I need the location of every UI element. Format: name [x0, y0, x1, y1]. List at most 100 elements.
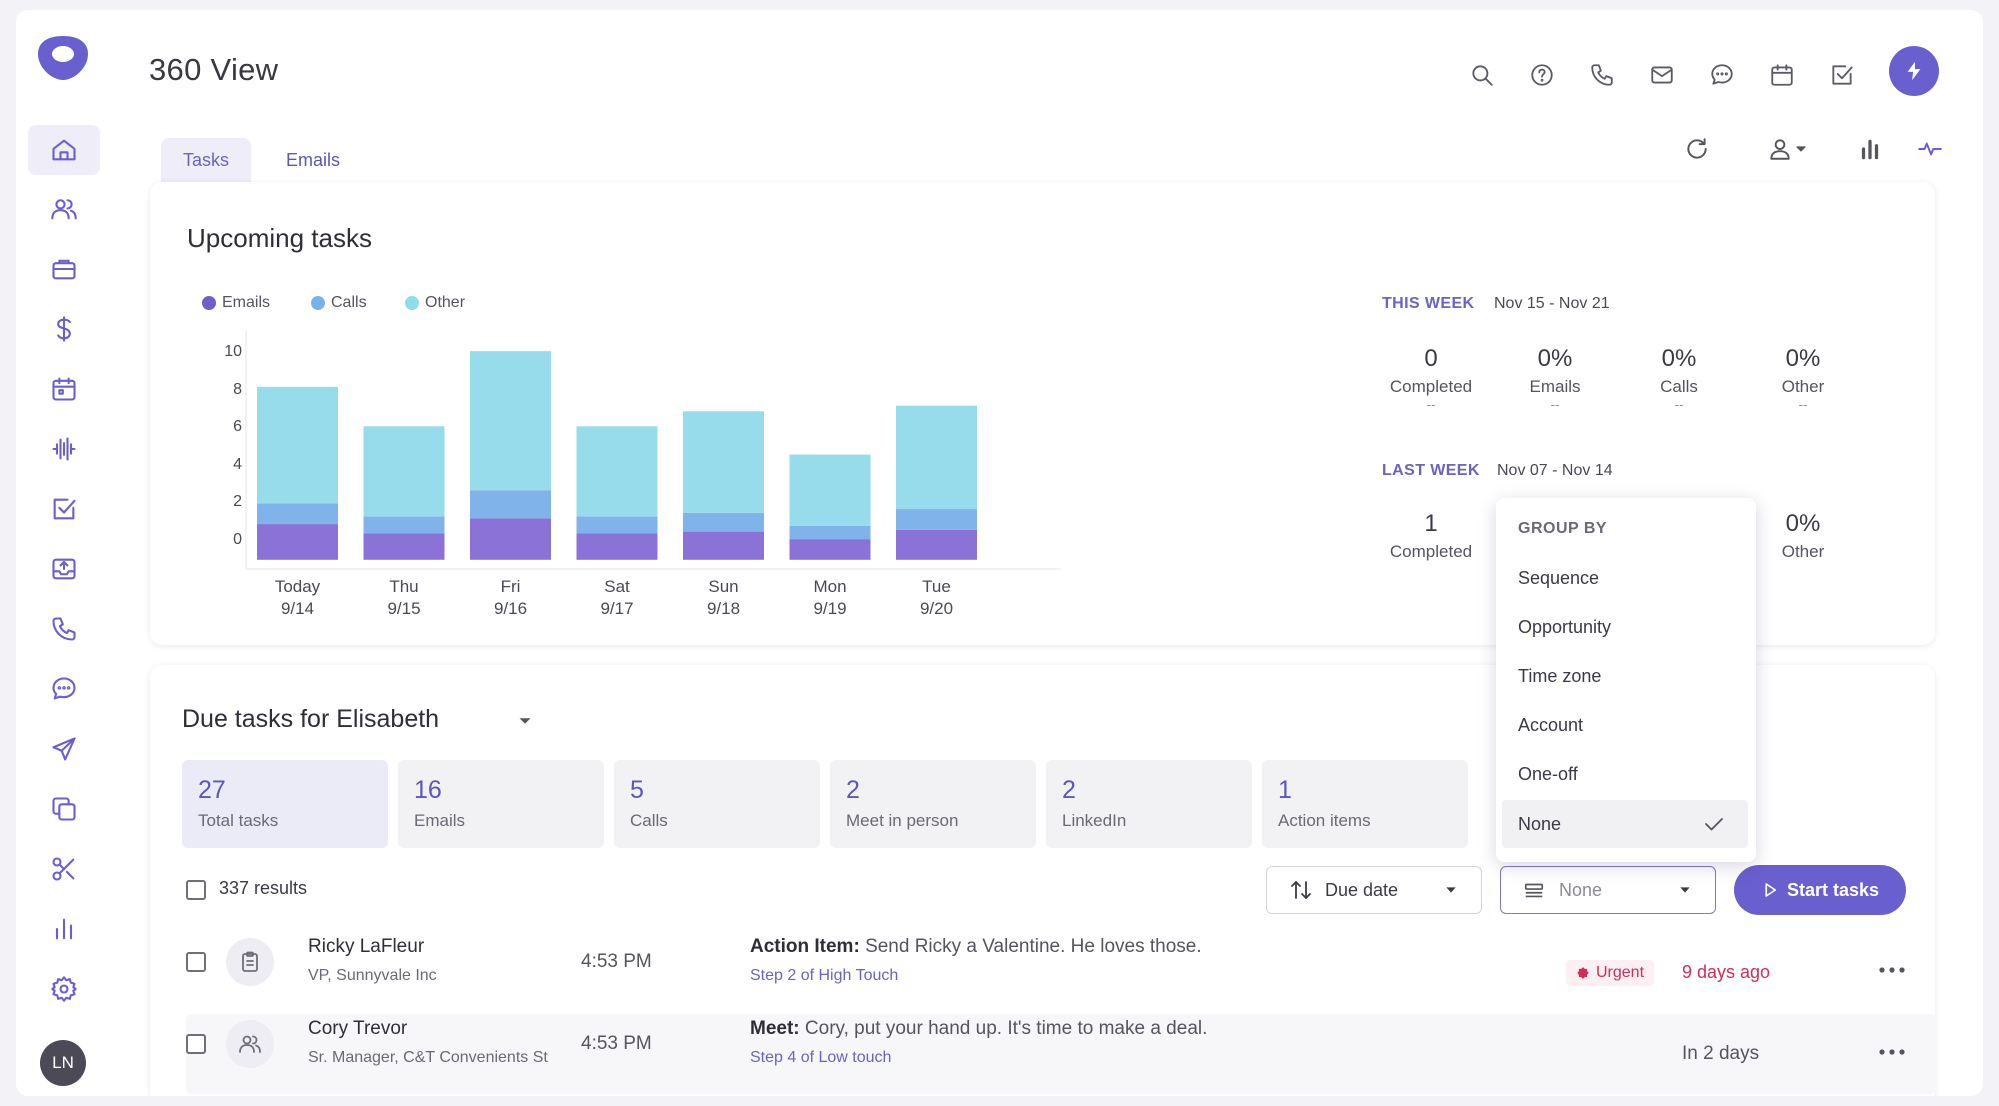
- bar-emails[interactable]: [470, 518, 551, 560]
- phone-button[interactable]: [1585, 58, 1619, 92]
- bar-calls[interactable]: [789, 525, 871, 540]
- bar-other[interactable]: [470, 351, 551, 491]
- sidebar-item-copy[interactable]: [28, 784, 100, 834]
- sequence-link[interactable]: High Touch: [818, 967, 899, 984]
- sidebar-item-tasks[interactable]: [28, 484, 100, 534]
- search-button[interactable]: [1465, 58, 1499, 92]
- sidebar-item-tools[interactable]: [28, 844, 100, 894]
- tab-emails[interactable]: Emails: [286, 149, 341, 170]
- calendar-button[interactable]: [1765, 58, 1799, 92]
- mail-button[interactable]: [1645, 58, 1679, 92]
- due-date: 9 days ago: [1682, 962, 1771, 982]
- row-more-button[interactable]: [1878, 954, 1906, 982]
- activity-view-button[interactable]: [1913, 132, 1947, 166]
- tile-calls[interactable]: 5 Calls: [614, 760, 820, 848]
- tile-count: 27: [198, 776, 226, 804]
- chart-view-button[interactable]: [1853, 132, 1887, 166]
- bar-calls[interactable]: [576, 516, 658, 534]
- bar-emails[interactable]: [257, 524, 338, 560]
- table-row[interactable]: [186, 1014, 1936, 1094]
- help-button[interactable]: [1525, 58, 1559, 92]
- sidebar-item-send[interactable]: [28, 724, 100, 774]
- results-count: 337 results: [219, 878, 308, 898]
- sidebar-item-chat[interactable]: [28, 664, 100, 714]
- x-tick-date: 9/18: [706, 599, 741, 618]
- tab-tasks[interactable]: Tasks: [161, 138, 252, 182]
- more-horizontal-icon: [1879, 1049, 1905, 1055]
- bar-other[interactable]: [896, 405, 977, 510]
- tile-emails[interactable]: 16 Emails: [398, 760, 604, 848]
- start-tasks-button[interactable]: Start tasks: [1734, 865, 1906, 915]
- caret-down-icon: [1446, 887, 1456, 893]
- sidebar-item-deals[interactable]: [28, 244, 100, 294]
- bar-calls[interactable]: [896, 509, 977, 530]
- bar-calls[interactable]: [683, 512, 764, 532]
- chart-svg: [245, 330, 1061, 570]
- sidebar-item-calls[interactable]: [28, 604, 100, 654]
- sidebar-item-reports[interactable]: [28, 904, 100, 954]
- group-by-select[interactable]: None: [1500, 866, 1716, 914]
- row-checkbox[interactable]: [186, 952, 206, 972]
- tile-linkedin[interactable]: 2 LinkedIn: [1046, 760, 1252, 848]
- bar-emails[interactable]: [789, 539, 871, 560]
- x-tick-day: Thu: [389, 577, 419, 596]
- bar-other[interactable]: [576, 426, 658, 517]
- group-option-time-zone[interactable]: Time zone: [1518, 665, 1602, 686]
- y-tick-label: 10: [224, 343, 242, 360]
- sidebar-item-calendar[interactable]: [28, 364, 100, 414]
- tile-action-items[interactable]: 1 Action items: [1262, 760, 1468, 848]
- user-avatar[interactable]: LN: [40, 1040, 86, 1086]
- x-tick-day: Sun: [708, 577, 739, 596]
- bar-emails[interactable]: [576, 533, 658, 560]
- bar-chart-icon: [55, 918, 73, 940]
- sequence-link[interactable]: Low touch: [818, 1049, 892, 1066]
- bar-emails[interactable]: [896, 529, 977, 560]
- sort-select[interactable]: Due date: [1266, 866, 1482, 914]
- stat-value: 1: [1424, 510, 1438, 537]
- tasks-button[interactable]: [1825, 58, 1859, 92]
- bar-other[interactable]: [683, 411, 764, 513]
- quick-actions-button[interactable]: [1889, 46, 1939, 96]
- group-option-none-label: None: [1518, 813, 1562, 834]
- x-tick-date: 9/15: [387, 599, 421, 618]
- bar-other[interactable]: [789, 454, 871, 526]
- bar-calls[interactable]: [363, 516, 445, 534]
- row-more-button[interactable]: [1878, 1036, 1906, 1064]
- x-tick-day: Sat: [604, 577, 630, 596]
- bar-chart-icon: [1861, 139, 1879, 160]
- sidebar-item-settings[interactable]: [28, 964, 100, 1014]
- tile-total-tasks[interactable]: 27 Total tasks: [182, 760, 388, 848]
- legend-other: Other: [405, 294, 465, 312]
- bar-calls[interactable]: [470, 490, 551, 519]
- tile-meet-in-person[interactable]: 2 Meet in person: [830, 760, 1036, 848]
- group-option-opportunity[interactable]: Opportunity: [1518, 616, 1612, 637]
- sidebar-item-home[interactable]: [28, 125, 100, 175]
- bar-emails[interactable]: [683, 531, 764, 560]
- group-option-sequence[interactable]: Sequence: [1518, 567, 1600, 588]
- group-option-one-off[interactable]: One-off: [1518, 763, 1578, 784]
- refresh-button[interactable]: [1680, 132, 1714, 166]
- contact-name[interactable]: Ricky LaFleur: [308, 936, 425, 957]
- chat-button[interactable]: [1705, 58, 1739, 92]
- sidebar-item-inbox[interactable]: [28, 544, 100, 594]
- row-checkbox[interactable]: [186, 1034, 206, 1054]
- task-description: Action Item: Send Ricky a Valentine. He …: [750, 936, 1202, 958]
- bar-emails[interactable]: [363, 533, 445, 560]
- due-date: In 2 days: [1682, 1043, 1760, 1064]
- contact-name[interactable]: Cory Trevor: [308, 1018, 408, 1039]
- owner-dropdown-toggle[interactable]: [514, 710, 542, 738]
- bar-other[interactable]: [257, 386, 338, 504]
- sidebar-item-revenue[interactable]: [28, 304, 100, 354]
- group-option-account[interactable]: Account: [1518, 714, 1584, 735]
- group-option-none[interactable]: None: [1502, 800, 1748, 848]
- sidebar-item-people[interactable]: [28, 184, 100, 234]
- y-tick-label: 6: [233, 418, 242, 436]
- x-tick-label: Tue 9/20: [892, 576, 982, 620]
- scissors-icon: [52, 857, 75, 881]
- bar-other[interactable]: [363, 426, 445, 517]
- app-logo-icon[interactable]: [34, 32, 92, 84]
- select-all-checkbox[interactable]: [186, 880, 206, 900]
- owner-filter-button[interactable]: [1758, 132, 1818, 166]
- bar-calls[interactable]: [257, 503, 338, 525]
- sidebar-item-activity[interactable]: [28, 424, 100, 474]
